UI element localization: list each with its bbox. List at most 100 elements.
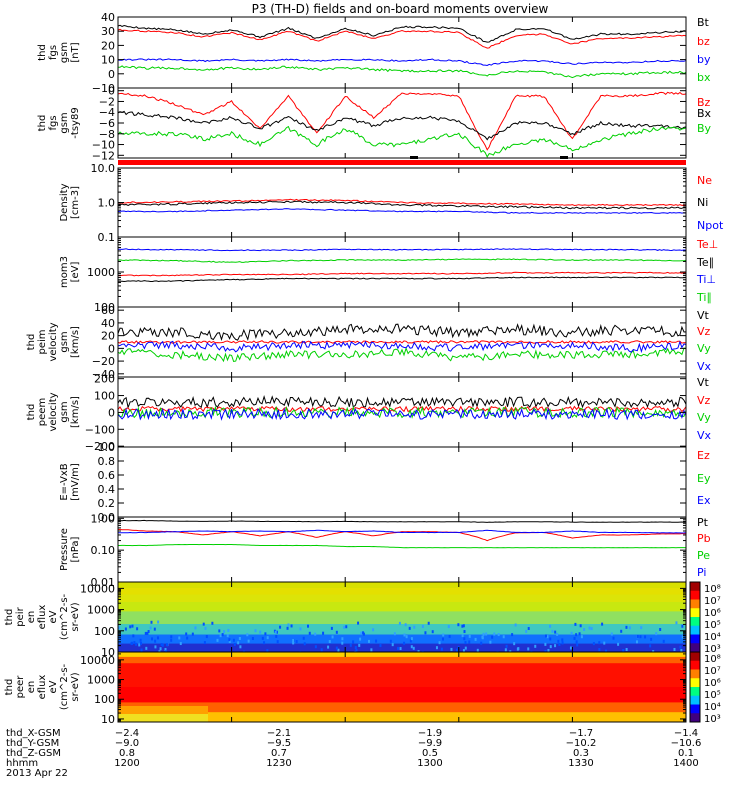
spectrogram-cell bbox=[554, 644, 557, 648]
y-tick-label: 30 bbox=[101, 25, 115, 38]
x-row-value: 1330 bbox=[568, 758, 593, 769]
spectrogram-cell bbox=[139, 638, 142, 642]
spectrogram-cell bbox=[355, 648, 358, 652]
legend-By: By bbox=[697, 122, 712, 135]
x-row-value: 0.7 bbox=[271, 748, 287, 759]
colorbar-segment bbox=[690, 599, 700, 609]
y-axis-label: velocity bbox=[48, 322, 59, 361]
series-line-Te⊥ bbox=[118, 271, 686, 277]
spectrogram-cell bbox=[509, 650, 512, 652]
spectrogram-cell bbox=[549, 637, 552, 641]
spectrogram-cell bbox=[491, 635, 494, 639]
spectrogram-cell bbox=[157, 620, 160, 624]
legend-Ti∥: Ti∥ bbox=[696, 291, 712, 304]
panel-3: 10.0 1.0 0.1 Density [cm-3] Ne Ni Npot bbox=[59, 162, 724, 244]
spectrogram-cell bbox=[489, 640, 492, 644]
spectrogram-cell bbox=[191, 632, 194, 636]
colorbar-tick-label: 10³ bbox=[704, 714, 721, 725]
spectrogram-cell bbox=[159, 647, 162, 651]
spectrogram-cell bbox=[186, 636, 189, 640]
x-date-label: 2013 Apr 22 bbox=[6, 768, 68, 779]
spectrogram-cell bbox=[413, 625, 416, 629]
colorbar-segment bbox=[690, 660, 700, 670]
y-axis-label: gsm bbox=[59, 42, 70, 63]
series-line-Bz bbox=[118, 91, 686, 151]
series-group bbox=[118, 519, 686, 549]
spectrogram-cell bbox=[341, 637, 344, 641]
y-tick-label: −12 bbox=[92, 149, 115, 162]
y-tick-label: 1000 bbox=[87, 604, 115, 617]
spectrogram-cell bbox=[580, 635, 583, 639]
series-line-By bbox=[118, 125, 686, 158]
spectrogram-cell bbox=[655, 632, 658, 636]
spectrogram-cell bbox=[292, 638, 295, 642]
spectrogram-cell bbox=[398, 621, 401, 625]
series-line-by bbox=[118, 58, 686, 67]
spectrogram-cell bbox=[218, 629, 221, 633]
colorbar-tick-label: 10⁴ bbox=[704, 632, 721, 643]
spectrogram-cell bbox=[450, 647, 453, 651]
spectrogram-cell bbox=[372, 628, 375, 632]
colorbar-segment bbox=[690, 669, 700, 679]
spectrogram-cell bbox=[417, 650, 420, 652]
spectrogram-cell bbox=[573, 636, 576, 640]
spectrogram-cell bbox=[216, 638, 219, 642]
spectrogram-cell bbox=[314, 645, 317, 649]
series-line-Pe bbox=[118, 543, 686, 549]
series-line-Pi bbox=[118, 529, 686, 534]
spectrogram-cell bbox=[485, 632, 488, 636]
spectrogram-cell bbox=[170, 638, 173, 642]
y-axis-label: gsm bbox=[59, 401, 70, 422]
spectrogram-cell bbox=[427, 621, 430, 625]
spectrogram-cell bbox=[421, 624, 424, 628]
spectrogram-cell bbox=[379, 644, 382, 648]
y-tick-label: −200 bbox=[85, 440, 115, 453]
spectrogram-band bbox=[118, 714, 208, 722]
legend-Pi: Pi bbox=[697, 566, 706, 579]
y-axis-label: peer bbox=[15, 675, 26, 699]
spectrogram-cell bbox=[514, 623, 517, 627]
spectrogram-cell bbox=[575, 633, 578, 637]
y-tick-label: −6 bbox=[99, 117, 115, 130]
spectrogram-cell bbox=[161, 643, 164, 647]
spectrogram-cell bbox=[476, 648, 479, 652]
spectrogram-band bbox=[118, 643, 686, 652]
x-row-value: −9.0 bbox=[115, 738, 139, 749]
y-tick-label: 1.00 bbox=[91, 512, 116, 525]
spectrogram-cell bbox=[132, 634, 135, 638]
spectrogram-cell bbox=[457, 623, 460, 627]
y-tick-label: 10000 bbox=[80, 654, 115, 667]
series-line-Vx bbox=[118, 407, 686, 421]
spectrogram-cell bbox=[504, 648, 507, 652]
legend-Ni: Ni bbox=[697, 196, 708, 209]
spectrogram-cell bbox=[474, 637, 477, 641]
y-tick-label: 100 bbox=[94, 390, 115, 403]
spectrogram-cell bbox=[276, 640, 279, 644]
legend-Vy: Vy bbox=[697, 342, 711, 355]
spectrogram-cell bbox=[221, 633, 224, 637]
x-row-value: −10.6 bbox=[671, 738, 702, 749]
legend-Ti⊥: Ti⊥ bbox=[696, 273, 716, 286]
spectrogram-cell bbox=[576, 643, 579, 647]
spectrogram-cell bbox=[497, 633, 500, 637]
spectrogram-cell bbox=[612, 636, 615, 640]
spectrogram-cell bbox=[603, 641, 606, 645]
colorbar-tick-label: 10⁶ bbox=[704, 678, 721, 689]
spectrogram-cell bbox=[617, 642, 620, 646]
legend-Vz: Vz bbox=[697, 325, 711, 338]
colorbar-segment bbox=[690, 590, 700, 600]
spectrogram-cell bbox=[455, 648, 458, 652]
spectrogram-cell bbox=[370, 648, 373, 652]
spectrogram-cell bbox=[136, 627, 139, 631]
spectrogram-cell bbox=[408, 626, 411, 630]
spectrogram-cell bbox=[295, 640, 298, 644]
spectrogram-cell bbox=[527, 627, 530, 631]
spectrogram-cell bbox=[578, 632, 581, 636]
spectrogram-cell bbox=[404, 623, 407, 627]
spectrogram-cell bbox=[527, 647, 530, 651]
spectrogram-cell bbox=[583, 628, 586, 632]
spectrogram-cell bbox=[331, 635, 334, 639]
